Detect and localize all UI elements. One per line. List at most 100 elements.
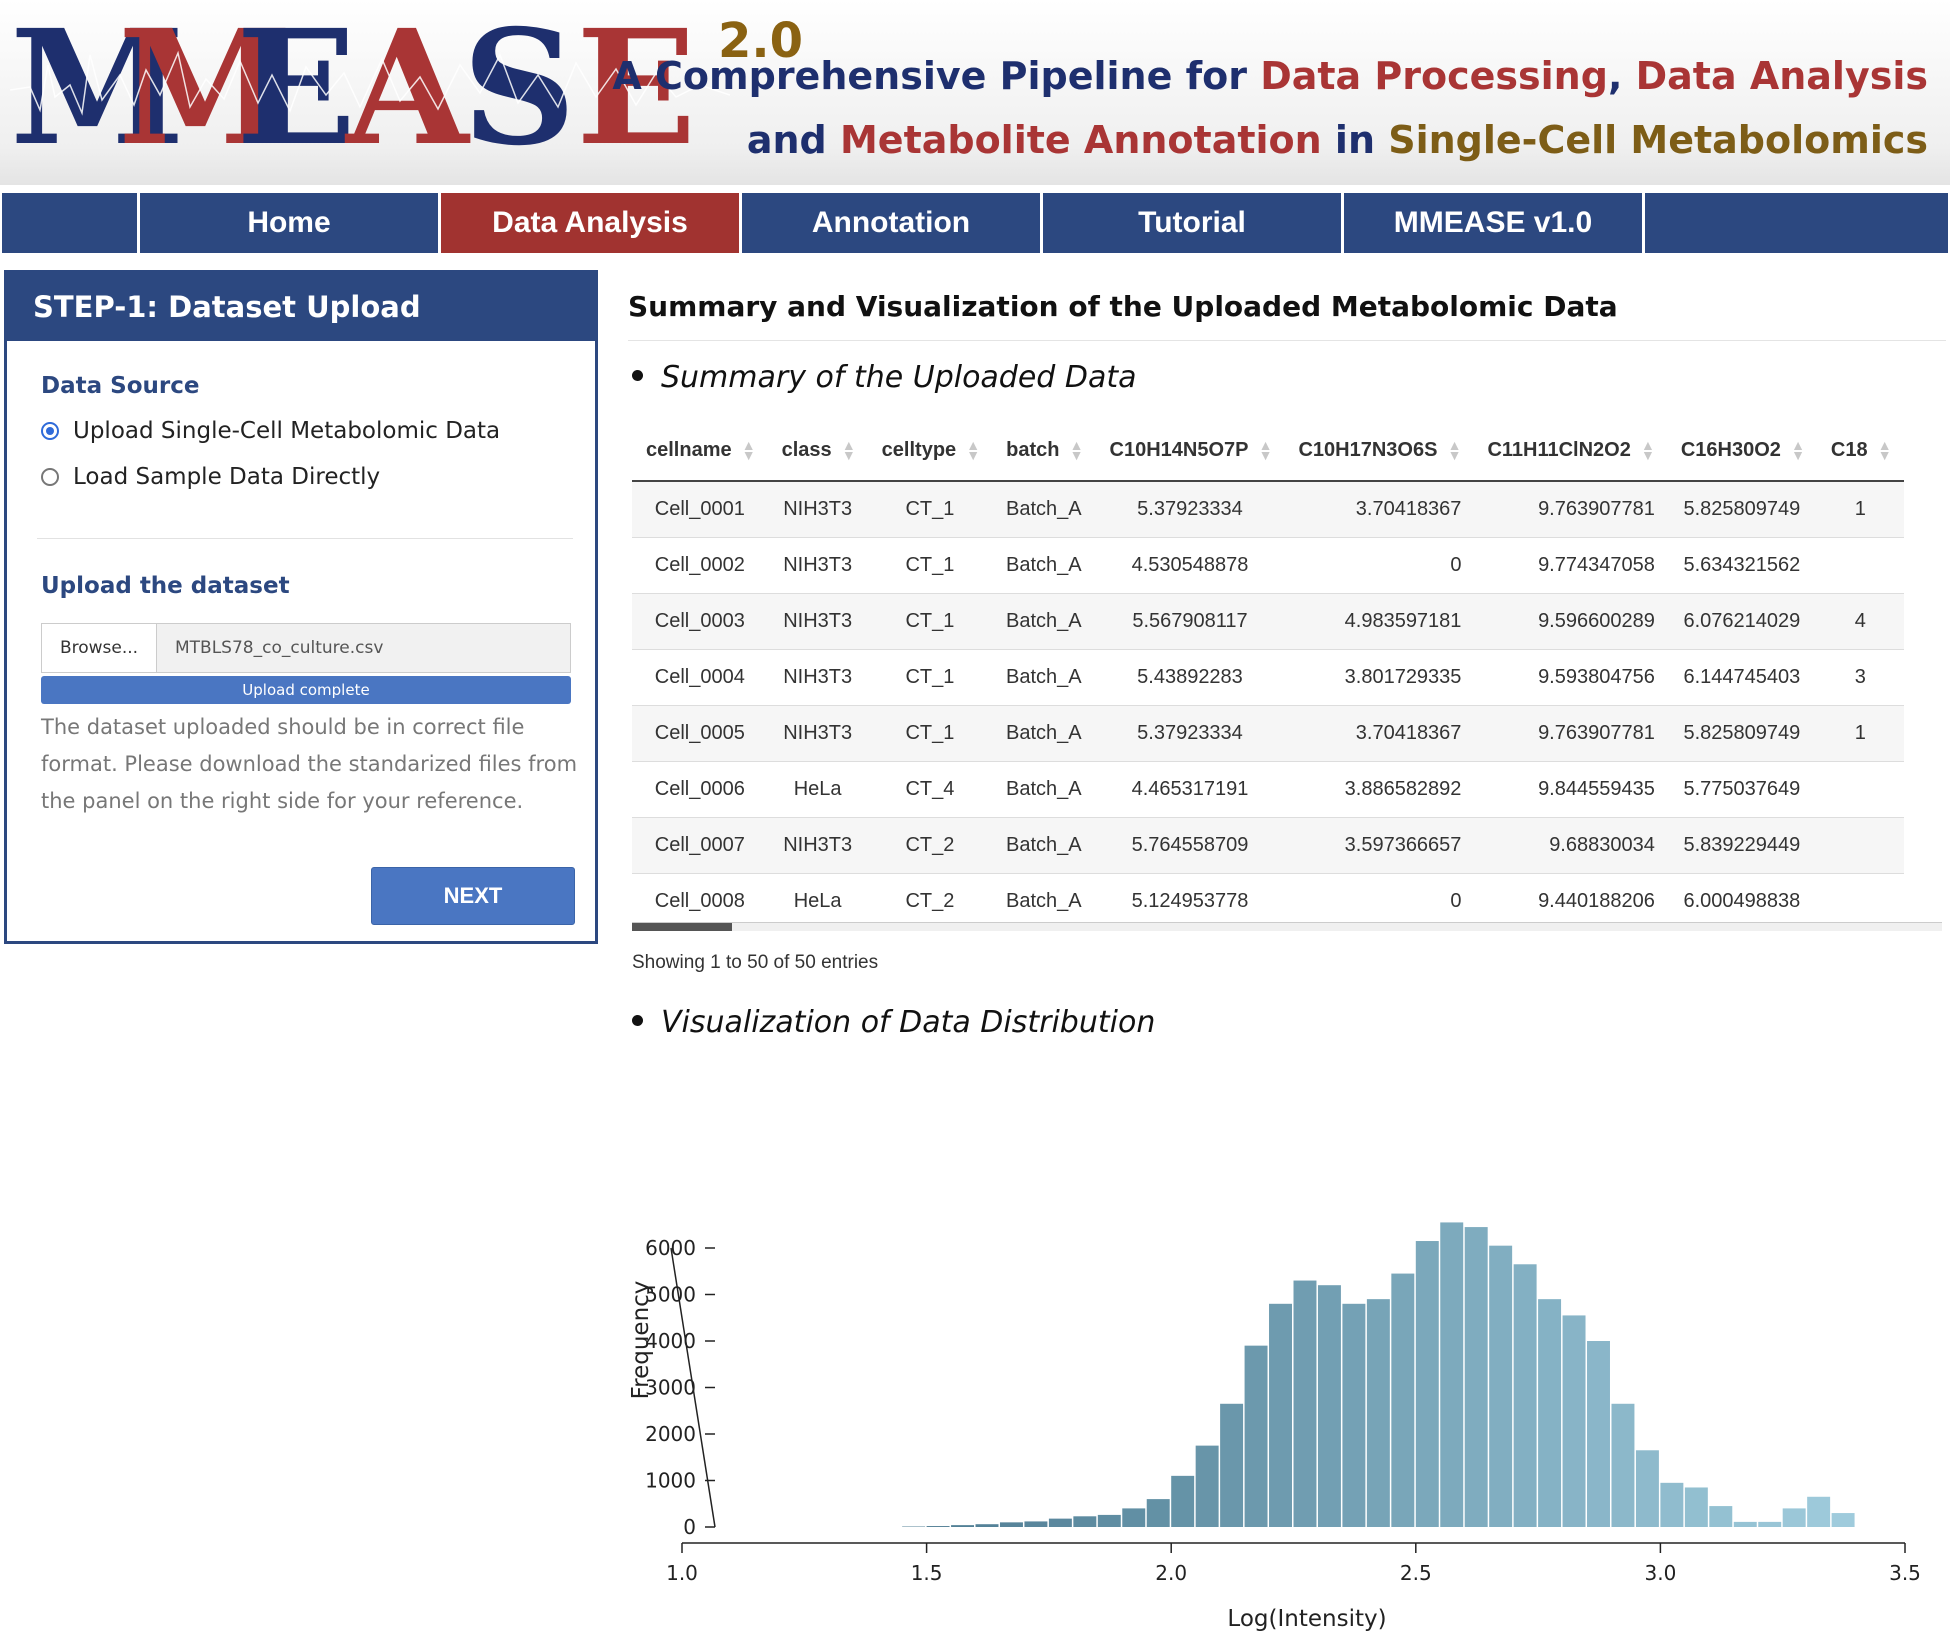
- table-cell: Batch_A: [992, 537, 1096, 594]
- radio-upload-option[interactable]: Upload Single-Cell Metabolomic Data: [41, 418, 500, 444]
- sort-arrows-icon[interactable]: ▲ ▼: [1641, 437, 1655, 463]
- table-cell: 5.839229449: [1666, 817, 1817, 874]
- histogram-bar: [1293, 1280, 1317, 1527]
- histogram-bar: [1733, 1521, 1757, 1527]
- logo-wordmark: MMEAS E: [9, 0, 731, 181]
- table-row[interactable]: Cell_0003 NIH3T3 CT_1 Batch_A 5.567908117 4.9…: [632, 593, 1904, 650]
- histogram-bar: [975, 1524, 999, 1527]
- table-cell: Batch_A: [992, 593, 1096, 650]
- table-horizontal-scrollbar[interactable]: [632, 922, 1942, 931]
- summary-table-container[interactable]: cellname ▲ ▼ class ▲ ▼ celltype ▲ ▼ batch ▲ ▼ C10H14…: [632, 420, 1946, 928]
- nav-spacer-left: [2, 193, 140, 253]
- column-header-label: C11H11ClN2O2: [1487, 438, 1631, 461]
- table-body: Cell_0001 NIH3T3 CT_1 Batch_A 5.37923334 3.70…: [632, 480, 1904, 928]
- table-cell: 3.597366657: [1284, 817, 1474, 874]
- column-header[interactable]: C10H14N5O7P ▲ ▼: [1095, 420, 1285, 482]
- chart-axes: 0 1000 2000 3000 4000 5000 6000 1.0 1.5 2.0 2.5 3.0…: [645, 1236, 1920, 1585]
- table-row[interactable]: Cell_0007 NIH3T3 CT_2 Batch_A 5.764558709 3.5…: [632, 817, 1904, 874]
- summary-table: cellname ▲ ▼ class ▲ ▼ celltype ▲ ▼ batch ▲ ▼ C10H14…: [632, 420, 1904, 928]
- page-title: Summary and Visualization of the Uploade…: [628, 290, 1618, 323]
- nav-data-analysis[interactable]: Data Analysis: [441, 193, 742, 253]
- help-text: The dataset uploaded should be in correc…: [41, 715, 578, 813]
- nav-mmease-v1[interactable]: MMEASE v1.0: [1344, 193, 1645, 253]
- table-cell: 5.775037649: [1666, 761, 1817, 818]
- table-cell: 9.763907781: [1473, 705, 1667, 762]
- tagline-line-1: A Comprehensive Pipeline for Data Proces…: [612, 44, 1928, 108]
- column-header[interactable]: C16H30O2 ▲ ▼: [1666, 420, 1817, 482]
- table-cell: 5.825809749: [1666, 705, 1817, 762]
- histogram-bar: [926, 1526, 950, 1527]
- histogram-bar: [1122, 1508, 1146, 1527]
- column-header[interactable]: class ▲ ▼: [767, 420, 868, 482]
- tagline-segment: in: [1321, 118, 1389, 162]
- table-header-row: cellname ▲ ▼ class ▲ ▼ celltype ▲ ▼ batch ▲ ▼ C10H14…: [632, 420, 1904, 482]
- column-header[interactable]: celltype ▲ ▼: [867, 420, 993, 482]
- histogram-bar: [999, 1522, 1023, 1527]
- table-cell: 5.124953778: [1095, 873, 1285, 928]
- logo-letter: S: [462, 15, 576, 155]
- sort-arrows-icon[interactable]: ▲ ▼: [841, 437, 856, 463]
- histogram-bar: [1709, 1506, 1733, 1527]
- table-cell: Batch_A: [992, 761, 1096, 818]
- table-cell: HeLa: [767, 873, 868, 928]
- table-row[interactable]: Cell_0002 NIH3T3 CT_1 Batch_A 4.530548878 0 9.…: [632, 537, 1904, 594]
- table-cell: 1: [1816, 480, 1904, 538]
- nav-tutorial[interactable]: Tutorial: [1043, 193, 1344, 253]
- column-header-label: C18: [1830, 438, 1868, 461]
- table-row[interactable]: Cell_0006 HeLa CT_4 Batch_A 4.465317191 3.886…: [632, 761, 1904, 818]
- table-cell: 4: [1816, 593, 1904, 650]
- column-header-label: batch: [1006, 438, 1060, 461]
- table-row[interactable]: Cell_0001 NIH3T3 CT_1 Batch_A 5.37923334 3.70…: [632, 480, 1904, 538]
- table-cell: NIH3T3: [767, 649, 868, 706]
- upload-dataset-label: Upload the dataset: [41, 573, 290, 599]
- tagline-segment: and: [746, 118, 840, 162]
- next-button[interactable]: NEXT: [371, 867, 575, 925]
- column-header[interactable]: batch ▲ ▼: [992, 420, 1096, 482]
- scrollbar-thumb[interactable]: [632, 923, 732, 931]
- table-cell: 4.465317191: [1095, 761, 1285, 818]
- sort-arrows-icon[interactable]: ▲ ▼: [1877, 437, 1892, 463]
- column-header-label: celltype: [881, 438, 957, 461]
- file-input[interactable]: Browse... MTBLS78_co_culture.csv: [41, 623, 571, 673]
- radio-upload-label: Upload Single-Cell Metabolomic Data: [73, 418, 501, 444]
- table-cell: 4.983597181: [1284, 593, 1474, 650]
- radio-button-selected[interactable]: [41, 422, 59, 440]
- nav-home[interactable]: Home: [140, 193, 441, 253]
- table-cell: Cell_0006: [632, 761, 768, 818]
- file-name-field[interactable]: MTBLS78_co_culture.csv: [175, 638, 384, 658]
- browse-button[interactable]: Browse...: [42, 624, 157, 672]
- sort-arrows-icon[interactable]: ▲ ▼: [1069, 437, 1084, 463]
- histogram-bar: [1684, 1487, 1708, 1527]
- table-row[interactable]: Cell_0004 NIH3T3 CT_1 Batch_A 5.43892283 3.80…: [632, 649, 1904, 706]
- radio-button[interactable]: [41, 468, 59, 486]
- histogram-bar: [1831, 1513, 1855, 1527]
- tagline-segment: A Comprehensive Pipeline for: [612, 54, 1261, 98]
- table-cell: Batch_A: [992, 817, 1096, 874]
- sort-arrows-icon[interactable]: ▲ ▼: [1447, 437, 1462, 463]
- sort-arrows-icon[interactable]: ▲ ▼: [1791, 437, 1805, 463]
- table-row[interactable]: Cell_0008 HeLa CT_2 Batch_A 5.124953778 0 9.44…: [632, 873, 1904, 928]
- table-cell: 6.144745403: [1666, 649, 1817, 706]
- table-cell: Cell_0001: [632, 480, 768, 538]
- nav-annotation[interactable]: Annotation: [742, 193, 1043, 253]
- radio-sample-option[interactable]: Load Sample Data Directly: [41, 464, 380, 490]
- table-cell: Cell_0007: [632, 817, 768, 874]
- column-header[interactable]: C11H11ClN2O2 ▲ ▼: [1473, 420, 1667, 482]
- upload-progress-text: Upload complete: [242, 681, 370, 699]
- sort-arrows-icon[interactable]: ▲ ▼: [966, 437, 981, 463]
- table-cell: 3: [1816, 649, 1904, 706]
- histogram-bar: [1562, 1315, 1586, 1527]
- x-tick-label: 1.5: [911, 1561, 943, 1585]
- column-header[interactable]: C10H17N3O6S ▲ ▼: [1284, 420, 1474, 482]
- y-axis-label: Frequency: [628, 1281, 654, 1400]
- table-row[interactable]: Cell_0005 NIH3T3 CT_1 Batch_A 5.37923334 3.70…: [632, 705, 1904, 762]
- histogram-bar: [1024, 1521, 1048, 1527]
- column-header[interactable]: cellname ▲ ▼: [632, 420, 768, 482]
- sort-arrows-icon[interactable]: ▲ ▼: [741, 437, 756, 463]
- sort-arrows-icon[interactable]: ▲ ▼: [1258, 437, 1273, 463]
- tagline-segment: ,: [1607, 54, 1636, 98]
- column-header[interactable]: C18 ▲ ▼: [1816, 420, 1904, 482]
- table-cell: CT_4: [867, 761, 993, 818]
- tagline-segment: Metabolite Annotation: [839, 118, 1322, 162]
